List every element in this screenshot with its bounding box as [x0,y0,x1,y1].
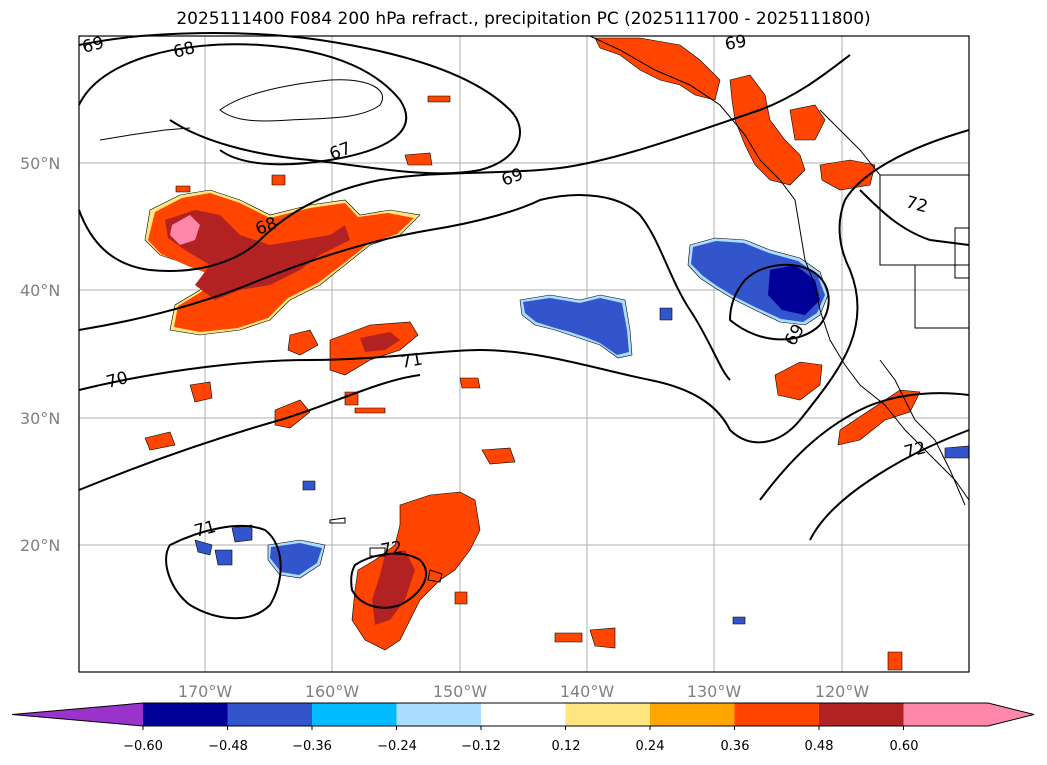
map-title: 2025111400 F084 200 hPa refract., precip… [176,9,871,29]
colorbar-tick: −0.24 [377,739,417,754]
contour-label: 69 [723,31,748,54]
lon-label-150w: 150°W [433,682,488,701]
lon-label-160w: 160°W [305,682,360,701]
colorbar-tick: −0.60 [123,739,163,754]
map-border [78,35,970,673]
lat-label-50n: 50°N [20,154,60,173]
colorbar-segment [734,703,819,726]
colorbar-tick: 0.24 [636,739,665,754]
lon-label-140w: 140°W [560,682,615,701]
colorbar-tick: 0.12 [552,739,581,754]
colorbar-tick: 0.60 [890,739,919,754]
colorbar-tick: 0.48 [805,739,834,754]
colorbar-segment [481,703,566,726]
colorbar-segment [396,703,481,726]
colorbar-segment [312,703,397,726]
colorbar-tick: 0.36 [721,739,750,754]
colorbar-segment [903,703,988,726]
colorbar-tick: −0.12 [461,739,501,754]
latitude-labels: 50°N 40°N 30°N 20°N [20,154,60,555]
colorbar-extend-high [988,703,1034,726]
colorbar-segment [819,703,904,726]
colorbar-extend-low [12,703,143,726]
lat-label-40n: 40°N [20,281,60,300]
lat-label-30n: 30°N [20,409,60,428]
contour-label: 72 [379,537,404,560]
colorbar-segment [650,703,735,726]
refractivity-contours [78,32,970,620]
colorbar [11,702,1035,730]
colorbar-tick: −0.48 [208,739,248,754]
lon-label-130w: 130°W [687,682,742,701]
map-panel: 69 68 67 69 68 70 71 69 72 71 72 72 69 [78,31,970,673]
coastlines [99,35,970,583]
colorbar-segment [227,703,312,726]
colorbar-tick: −0.36 [292,739,332,754]
colorbar-tick-labels: −0.60 −0.48 −0.36 −0.24 −0.12 0.12 0.24 … [123,739,918,754]
longitude-labels: 170°W 160°W 150°W 140°W 130°W 120°W [178,682,870,701]
lon-label-120w: 120°W [815,682,870,701]
colorbar-segment [143,703,228,726]
contour-label: 71 [399,349,424,372]
colorbar-segment [565,703,650,726]
negative-anomaly-patches [194,237,970,625]
lat-label-20n: 20°N [20,536,60,555]
lon-label-170w: 170°W [178,682,233,701]
